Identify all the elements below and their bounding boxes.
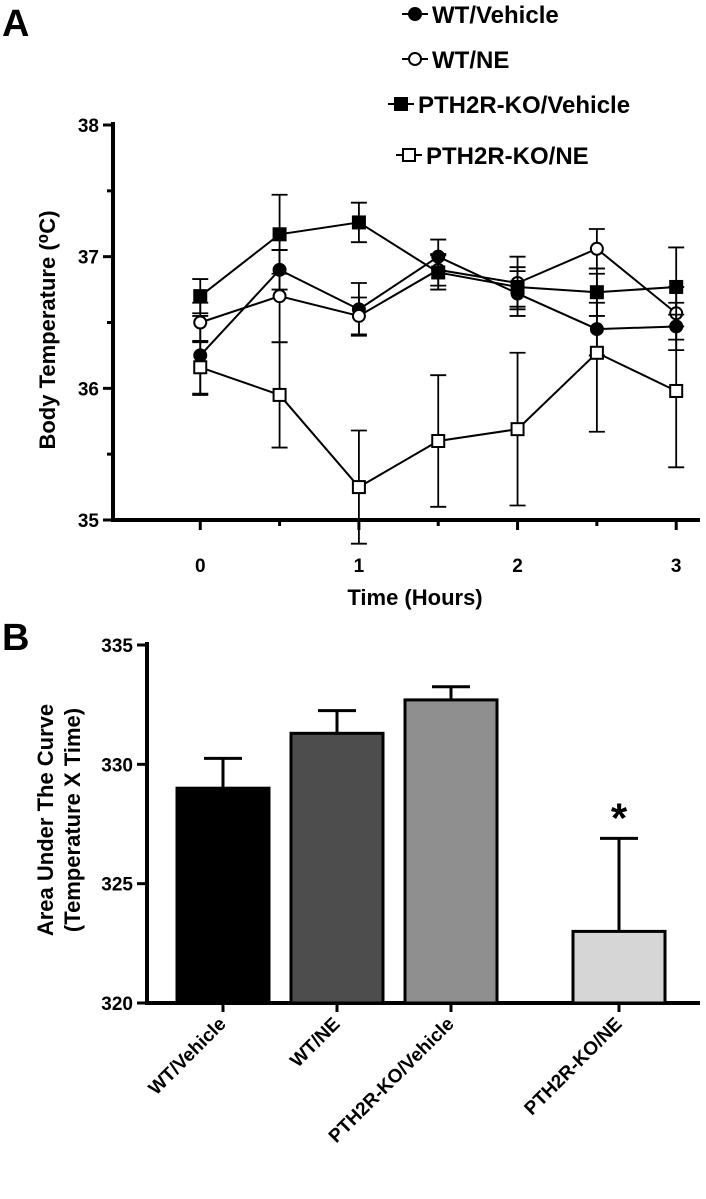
data-point	[589, 241, 604, 256]
data-point	[193, 289, 208, 304]
data-point	[272, 227, 287, 242]
legend-item: PTH2R-KO/Vehicle	[388, 92, 630, 119]
legend-label: WT/NE	[432, 47, 509, 74]
data-point	[510, 279, 525, 294]
x-tick-label: 3	[671, 556, 682, 577]
data-point	[589, 345, 604, 360]
bar-group-wt-vehicle: WT/Vehicle	[145, 756, 271, 1100]
legend-marker	[402, 148, 416, 162]
y-tick-label: 320	[101, 994, 133, 1015]
panel-a-x-axis-title: Time (Hours)	[347, 585, 482, 610]
x-category-label: WT/Vehicle	[145, 1014, 231, 1100]
legend-label: PTH2R-KO/NE	[426, 143, 589, 170]
data-point	[193, 315, 208, 330]
bar	[403, 698, 499, 1005]
panel-b-y-axis-title-line1: Area Under The Curve	[33, 704, 58, 936]
data-point	[272, 387, 287, 402]
data-point	[193, 360, 208, 375]
panel-b-y-axis-title-line2: (Temperature X Time)	[60, 708, 85, 932]
panel-a-legend: WT/Vehicle WT/NE PTH2R-KO/Vehicle PTH2R-KO/…	[388, 2, 630, 170]
bar	[175, 786, 271, 1005]
y-tick-label: 325	[101, 875, 133, 896]
y-tick-label: 38	[78, 116, 99, 137]
x-tick-label: 2	[512, 556, 523, 577]
data-point	[351, 480, 366, 495]
y-tick-label: 335	[101, 636, 133, 657]
legend-item: PTH2R-KO/NE	[396, 143, 589, 170]
x-tick-label: 1	[354, 556, 365, 577]
y-tick-label: 330	[101, 755, 133, 776]
panel-a-letter: A	[2, 3, 29, 45]
panel-a-series	[192, 193, 685, 545]
legend-item: WT/Vehicle	[402, 2, 559, 29]
legend-label: WT/Vehicle	[432, 2, 559, 29]
legend-label: PTH2R-KO/Vehicle	[418, 92, 630, 119]
significance-asterisk: *	[611, 794, 628, 841]
bar-group-wt-ne: WT/NE	[286, 709, 385, 1072]
data-point	[272, 289, 287, 304]
data-point	[669, 279, 684, 294]
panel-b-bar-chart: B 320 325 330 335 WT/Vehicle WT/NEPTH2R-KO/V…	[2, 617, 700, 1147]
x-category-label: PTH2R-KO/NE	[521, 1014, 627, 1120]
legend-item: WT/NE	[402, 47, 509, 74]
bar	[571, 929, 667, 1005]
y-tick-label: 37	[78, 248, 99, 269]
panel-b-letter: B	[2, 617, 29, 659]
panel-a-axes: 35 36 37 38 0 1 2 3	[78, 116, 700, 577]
y-tick-label: 36	[78, 379, 99, 400]
y-tick-label: 35	[78, 511, 100, 532]
x-category-label: WT/NE	[286, 1014, 344, 1072]
x-tick-label: 0	[195, 556, 206, 577]
legend-marker	[394, 97, 408, 111]
data-point	[431, 265, 446, 280]
legend-marker	[408, 52, 422, 66]
data-point	[431, 434, 446, 448]
bar	[289, 731, 385, 1005]
legend-marker	[408, 7, 422, 21]
series-pth2r-ko-ne	[192, 272, 685, 545]
data-point	[669, 383, 684, 398]
data-point	[351, 308, 366, 323]
bar-group-pth2r-ko-ne: PTH2R-KO/NE	[521, 836, 667, 1120]
panel-a-y-axis-title: Body Temperature (⁰C)	[35, 210, 60, 449]
data-point	[510, 422, 525, 437]
x-category-label: PTH2R-KO/Vehicle	[325, 1014, 459, 1148]
panel-a-line-chart: A 35 36 37 38 0 1 2 3 WT/Vehicle WT/NE PTH2R-KO/V…	[2, 2, 700, 610]
data-point	[351, 215, 366, 230]
